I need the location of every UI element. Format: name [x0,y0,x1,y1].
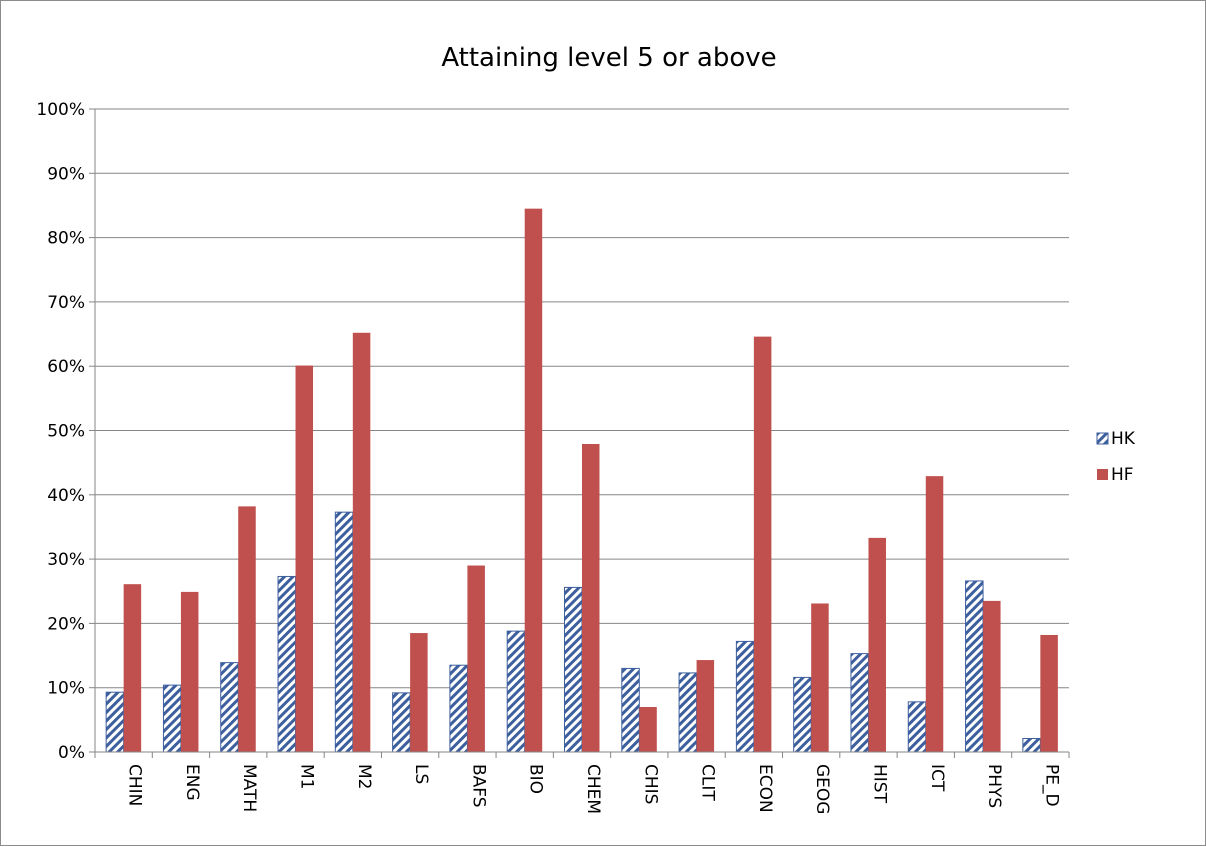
bar-hk-eng [162,684,182,753]
x-tick-label: MATH [239,764,259,812]
legend-label-hf: HF [1111,465,1134,485]
x-tick-label: M1 [297,764,317,789]
x-tick-label: M2 [354,764,374,789]
y-tick-label: 90% [47,164,85,184]
bar-hf-m2 [352,332,371,752]
bar-hf-chem [582,444,600,752]
x-tick-label: ICT [927,764,947,792]
legend: HK HF [1096,429,1136,485]
bar-hf-ict [925,476,944,752]
bar-hk-clit [678,672,698,753]
bar-hf-geog [811,603,829,752]
bar-hk-pe_d [1022,737,1041,753]
axes [94,109,1069,753]
bar-hk-m2 [334,511,354,753]
bar-hf-bafs [467,565,485,752]
y-tick-label: 20% [47,614,85,634]
y-tick-label: 80% [47,229,85,249]
bar-hk-bio [506,630,526,753]
bar-hk-m1 [277,575,297,753]
bar-hf-hist [868,537,886,752]
x-tick-label: HIST [869,764,889,804]
x-tick-label: BAFS [468,764,488,808]
bar-hf-ls [410,633,428,752]
legend-swatch-hk [1096,432,1109,445]
x-tick-label: ECON [755,764,775,813]
bar-hk-geog [793,676,812,753]
x-tick-label: CLIT [698,764,718,801]
bar-hf-eng [180,591,199,752]
bar-hk-ict [907,701,927,753]
bar-hf-phys [983,600,1001,752]
x-tick-label: CHIN [125,764,145,806]
bar-hf-bio [524,208,543,753]
y-tick-label: 30% [47,550,85,570]
bar-hk-chin [105,691,125,753]
bar-hf-m1 [295,365,314,752]
bar-hf-math [238,506,256,752]
legend-label-hk: HK [1111,429,1136,449]
bar-hk-econ [735,640,755,753]
y-tick-label: 100% [36,100,85,120]
y-tick-label: 40% [47,486,85,506]
bar-hk-chem [564,586,583,753]
legend-swatch-hf [1097,469,1108,480]
bar-hf-chis [639,706,657,752]
y-tick-label: 10% [47,679,85,699]
bar-hk-bafs [449,664,468,753]
x-tick-label: CHEM [583,764,603,814]
x-tick-label: ENG [182,764,202,801]
bar-hf-pe_d [1040,634,1058,752]
y-tick-label: 0% [58,743,85,763]
y-tick-label: 70% [47,293,85,313]
bar-hk-hist [850,653,869,753]
chart-title: Attaining level 5 or above [441,43,776,73]
x-axis-ticks: CHIN ENG MATH M1 M2 LS BAFS BIO CHEM CHIS CLIT ECON… [94,752,1070,814]
x-tick-label: CHIS [640,764,660,804]
x-tick-label: PE_D [1041,764,1061,807]
x-tick-label: LS [411,764,431,784]
y-tick-label: 60% [47,357,85,377]
x-tick-label: BIO [526,764,546,794]
bars [105,208,1058,753]
bar-hf-econ [753,336,772,752]
bar-hf-clit [696,660,715,752]
bar-hk-chis [621,667,640,753]
bar-hf-chin [123,584,142,752]
bar-hk-ls [392,692,411,753]
bar-hk-math [220,662,239,753]
x-tick-label: PHYS [984,764,1004,808]
bar-hk-phys [965,580,984,753]
y-tick-label: 50% [47,422,85,442]
y-axis-ticks: 0% 10% 20% 30% 40% 50% 60% 70% 80% 90% 100% [36,100,95,763]
x-tick-label: GEOG [812,764,832,814]
